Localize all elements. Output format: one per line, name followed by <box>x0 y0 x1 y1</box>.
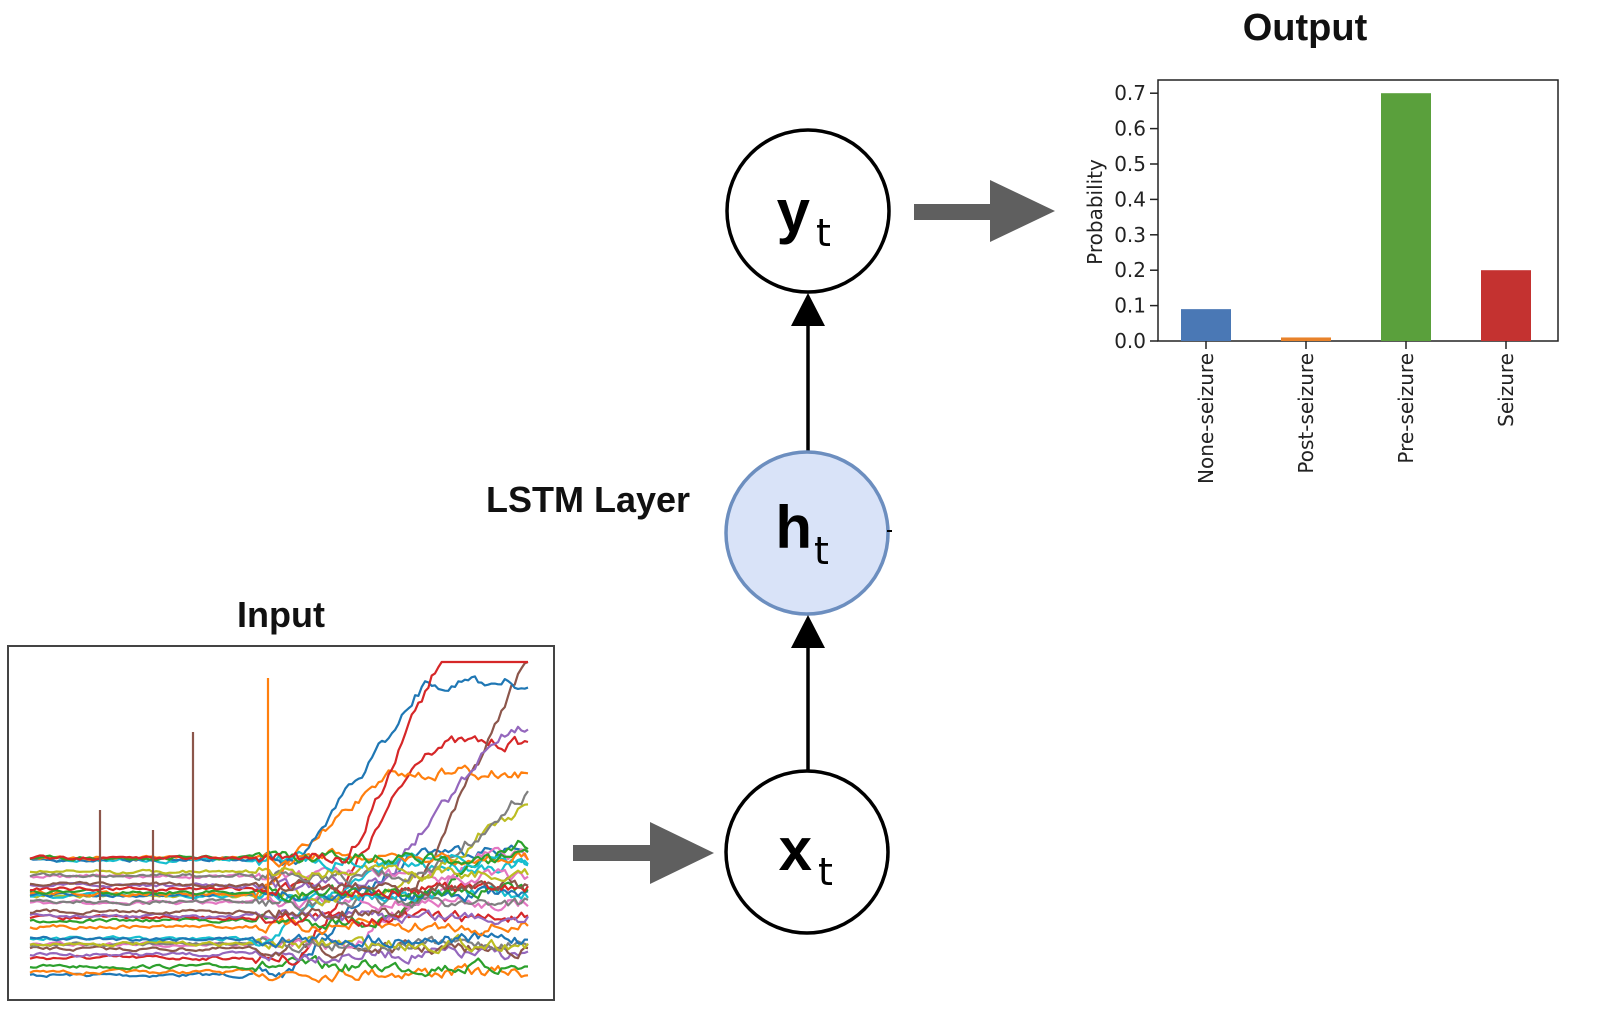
x-tick-label: None-seizure <box>1194 353 1218 484</box>
signal-trace <box>29 933 529 955</box>
bar-post-seizure <box>1281 337 1331 341</box>
chart-frame <box>1157 79 1559 342</box>
signal-trace <box>29 931 529 949</box>
x-tick-label: Post-seizure <box>1294 353 1318 474</box>
signal-trace <box>29 884 529 903</box>
x-tick-label: Pre-seizure <box>1394 353 1418 464</box>
bar-seizure <box>1481 270 1531 341</box>
signal-trace <box>29 660 529 920</box>
signal-trace <box>29 878 529 900</box>
signal-trace <box>29 937 529 960</box>
x-node-subscript: t <box>818 850 833 894</box>
signal-trace <box>29 857 529 947</box>
signal-trace <box>29 881 529 903</box>
output-node-y: y t <box>725 128 891 294</box>
lstm-layer-label: LSTM Layer <box>486 479 690 520</box>
gray-arrow-output <box>914 180 1055 242</box>
signal-trace <box>29 945 529 965</box>
input-signal-plot <box>7 645 555 1001</box>
x-tick-label: Seizure <box>1494 353 1518 427</box>
input-node-x: x t <box>724 769 890 935</box>
arrowhead-x-to-h <box>791 615 825 648</box>
output-title: Output <box>1243 7 1368 49</box>
arrowhead-h-to-y <box>791 293 825 326</box>
bar-pre-seizure <box>1381 93 1431 341</box>
signal-trace <box>29 892 529 913</box>
y-tick-label: 0.3 <box>1114 223 1146 247</box>
y-node-symbol: y <box>777 178 811 245</box>
y-node-subscript: t <box>816 211 831 255</box>
gray-arrow-input <box>573 822 714 884</box>
probability-bar-chart: 0.0 0.1 0.2 0.3 0.4 0.5 0.6 0.7 None-seizure Pos… <box>1083 79 1559 484</box>
y-tick-label: 0.1 <box>1114 294 1146 318</box>
y-axis-label: Probability <box>1083 159 1107 265</box>
signal-trace <box>29 660 528 864</box>
signal-trace <box>29 963 529 984</box>
y-tick-label: 0.0 <box>1114 329 1146 353</box>
hidden-node-h: h t <box>724 450 892 616</box>
signal-trace <box>29 863 529 883</box>
y-tick-label: 0.6 <box>1114 117 1146 141</box>
y-tick-label: 0.5 <box>1114 152 1146 176</box>
bar-none-seizure <box>1181 309 1231 341</box>
y-tick-label: 0.2 <box>1114 258 1146 282</box>
bars <box>1181 93 1531 341</box>
y-tick-label: 0.7 <box>1114 81 1146 105</box>
input-title: Input <box>237 594 325 635</box>
x-node-symbol: x <box>779 816 812 883</box>
signal-trace <box>29 908 529 926</box>
eeg-signal-traces <box>29 660 529 984</box>
h-node-symbol: h <box>775 494 812 561</box>
x-axis-ticks: None-seizure Post-seizure Pre-seizure Seizu… <box>1194 341 1518 484</box>
signal-trace <box>29 954 528 978</box>
h-node-subscript: t <box>814 529 829 573</box>
signal-trace <box>29 844 529 980</box>
y-tick-label: 0.4 <box>1114 187 1146 211</box>
signal-trace <box>29 876 529 897</box>
signal-trace <box>29 917 529 937</box>
y-axis-ticks: 0.0 0.1 0.2 0.3 0.4 0.5 0.6 0.7 <box>1114 81 1158 353</box>
